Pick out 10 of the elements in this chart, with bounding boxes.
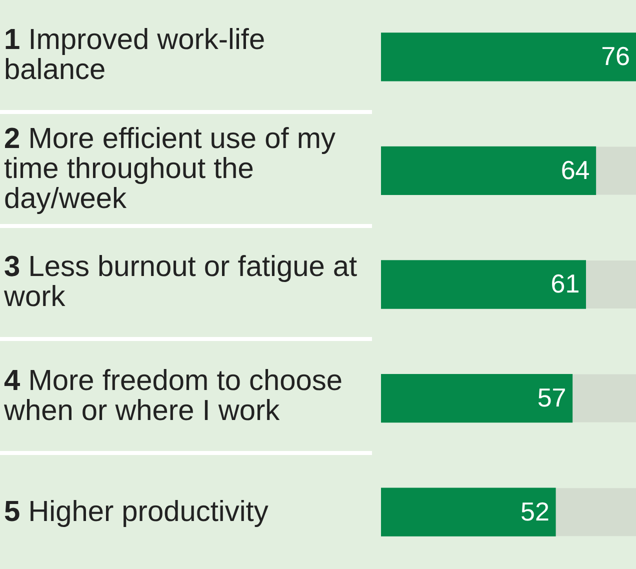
data-label: 57	[537, 382, 566, 412]
data-label: 61	[550, 268, 580, 299]
y-tick-label: 4 More freedom to choose when or where I work	[4, 365, 344, 428]
y-tick-label: 1 Improved work-life balance	[4, 24, 266, 86]
y-tick-label: 2 More efficient use of my time throughout the day/week	[4, 122, 337, 215]
y-tick-label: 5 Higher productivity	[4, 496, 268, 528]
y-tick-label: 3 Less burnout or fatigue at work	[4, 251, 358, 314]
data-label: 76	[601, 41, 630, 72]
data-label: 52	[520, 496, 550, 526]
data-label: 64	[560, 154, 590, 185]
